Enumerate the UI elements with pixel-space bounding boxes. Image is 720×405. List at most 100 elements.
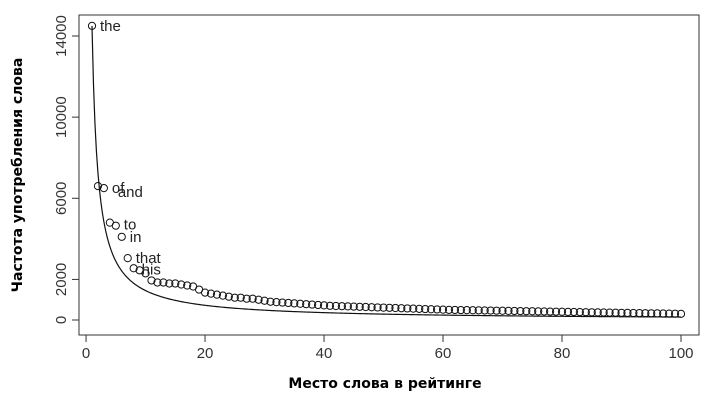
word-label: and bbox=[118, 184, 143, 201]
data-point bbox=[397, 304, 406, 313]
data-point bbox=[93, 182, 103, 191]
word-label: the bbox=[100, 18, 121, 35]
data-point bbox=[546, 307, 555, 316]
x-tick-label: 20 bbox=[197, 345, 214, 362]
data-point bbox=[200, 288, 210, 297]
data-point bbox=[659, 309, 668, 318]
data-point bbox=[159, 278, 168, 287]
data-point bbox=[302, 300, 311, 309]
data-point bbox=[617, 308, 626, 317]
data-point bbox=[504, 306, 513, 315]
data-points bbox=[87, 21, 686, 318]
data-point bbox=[218, 291, 227, 300]
data-point bbox=[99, 184, 108, 193]
data-point bbox=[147, 276, 156, 285]
data-point bbox=[272, 298, 281, 307]
data-point bbox=[224, 292, 233, 301]
data-point bbox=[522, 307, 531, 316]
word-label: to bbox=[124, 217, 137, 234]
x-tick-label: 100 bbox=[668, 345, 693, 362]
data-point bbox=[165, 279, 174, 288]
y-tick-label: 10000 bbox=[53, 96, 70, 138]
data-point bbox=[438, 305, 448, 314]
data-point bbox=[676, 309, 686, 318]
data-point bbox=[409, 304, 418, 313]
data-point bbox=[605, 308, 614, 317]
data-point bbox=[415, 304, 424, 313]
data-point bbox=[569, 307, 579, 317]
data-point bbox=[540, 307, 549, 316]
fit-curve-line bbox=[91, 25, 682, 318]
data-point bbox=[319, 301, 329, 310]
data-point bbox=[486, 306, 495, 315]
data-point bbox=[177, 280, 186, 289]
data-point bbox=[444, 305, 454, 314]
y-tick-label: 14000 bbox=[53, 15, 70, 57]
data-point bbox=[629, 308, 638, 318]
data-point bbox=[635, 309, 644, 318]
data-point bbox=[242, 294, 251, 303]
data-point bbox=[421, 304, 430, 314]
data-point bbox=[278, 298, 287, 307]
data-point bbox=[462, 306, 471, 315]
data-point bbox=[290, 299, 299, 308]
data-point bbox=[528, 307, 537, 316]
data-point bbox=[183, 281, 192, 290]
word-label: that bbox=[136, 250, 162, 267]
data-point bbox=[593, 308, 602, 317]
data-point bbox=[313, 300, 323, 310]
data-point bbox=[427, 305, 436, 314]
x-axis: 0 20 40 60 80 100 bbox=[82, 334, 694, 362]
data-point bbox=[670, 309, 680, 318]
data-point bbox=[248, 294, 257, 303]
data-point bbox=[653, 309, 662, 318]
data-point bbox=[599, 308, 608, 317]
y-tick-label: 6000 bbox=[53, 182, 70, 215]
data-point bbox=[581, 308, 590, 317]
data-point bbox=[123, 254, 132, 263]
data-point bbox=[117, 232, 126, 241]
data-point bbox=[337, 302, 346, 311]
data-point bbox=[153, 278, 162, 287]
data-point bbox=[171, 279, 180, 288]
data-point bbox=[647, 309, 656, 318]
data-point bbox=[510, 306, 519, 316]
data-point bbox=[474, 306, 483, 315]
data-point bbox=[373, 303, 382, 312]
data-point bbox=[587, 308, 596, 317]
data-point bbox=[385, 303, 394, 312]
data-point bbox=[87, 21, 97, 30]
data-point bbox=[349, 302, 358, 311]
data-point bbox=[391, 303, 400, 313]
data-point bbox=[456, 305, 465, 315]
data-point bbox=[641, 309, 650, 318]
data-point bbox=[230, 293, 239, 302]
data-point bbox=[611, 308, 620, 317]
data-point bbox=[296, 299, 305, 308]
data-point bbox=[498, 306, 507, 315]
data-point bbox=[367, 303, 376, 312]
x-tick-label: 40 bbox=[316, 345, 333, 362]
data-point bbox=[623, 308, 632, 317]
data-point bbox=[480, 306, 489, 315]
data-point bbox=[111, 221, 120, 230]
data-point bbox=[361, 302, 370, 312]
data-point bbox=[534, 307, 543, 316]
y-tick-label: 0 bbox=[53, 316, 70, 324]
data-point bbox=[551, 307, 561, 316]
y-axis: 0 2000 6000 10000 14000 bbox=[53, 15, 80, 324]
data-point bbox=[563, 307, 573, 316]
word-label: his bbox=[142, 261, 161, 278]
data-point bbox=[284, 298, 293, 308]
x-tick-label: 60 bbox=[435, 345, 452, 362]
data-point bbox=[343, 302, 352, 311]
y-axis-title: Частота употребления слова bbox=[10, 58, 26, 293]
y-tick-label: 2000 bbox=[53, 263, 70, 296]
data-point bbox=[129, 264, 138, 273]
data-point bbox=[325, 301, 335, 310]
data-point bbox=[260, 296, 269, 305]
data-point bbox=[450, 305, 460, 315]
data-point bbox=[403, 304, 412, 313]
